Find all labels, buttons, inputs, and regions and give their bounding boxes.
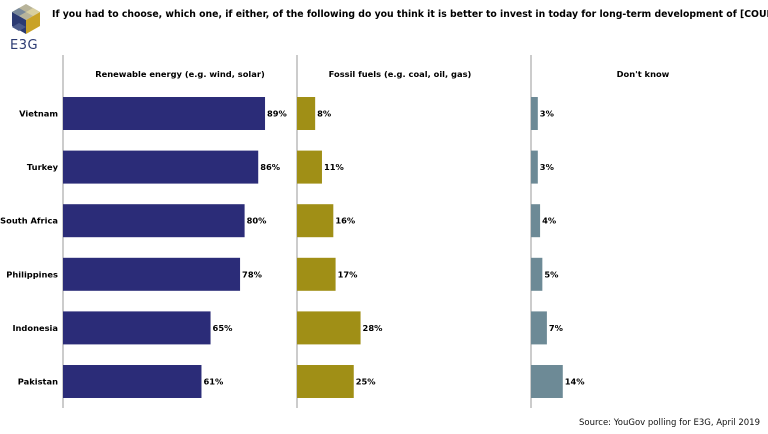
- bar: [63, 257, 241, 291]
- data-label: 89%: [267, 109, 288, 119]
- series-header: Renewable energy (e.g. wind, solar): [95, 69, 265, 79]
- bar: [297, 150, 322, 184]
- category-label: South Africa: [0, 216, 58, 226]
- category-label: Indonesia: [12, 323, 58, 333]
- category-label: Philippines: [6, 269, 58, 279]
- data-label: 16%: [335, 216, 356, 226]
- data-label: 7%: [549, 323, 564, 333]
- bar: [531, 150, 538, 184]
- bar: [531, 365, 563, 398]
- bar: [297, 257, 336, 291]
- data-label: 11%: [324, 162, 345, 172]
- series-header: Fossil fuels (e.g. coal, oil, gas): [329, 69, 472, 79]
- bar: [297, 311, 361, 345]
- data-label: 61%: [203, 377, 224, 387]
- data-label: 28%: [363, 323, 384, 333]
- category-label: Turkey: [27, 162, 59, 172]
- bar: [63, 150, 259, 184]
- data-label: 80%: [247, 216, 268, 226]
- e3g-logo: [6, 2, 46, 50]
- bar: [531, 97, 538, 130]
- bar: [531, 204, 541, 238]
- data-label: 3%: [540, 109, 555, 119]
- data-label: 3%: [540, 162, 555, 172]
- e3g-logo-icon: [12, 4, 40, 34]
- source-note: Source: YouGov polling for E3G, April 20…: [578, 418, 760, 428]
- bar: [297, 97, 316, 130]
- bar: [297, 365, 354, 398]
- data-label: 8%: [317, 109, 332, 119]
- data-label: 78%: [242, 269, 263, 279]
- bar: [297, 204, 334, 238]
- series-header: Don't know: [617, 69, 670, 79]
- data-label: 86%: [260, 162, 281, 172]
- logo-text: E3G: [10, 38, 39, 53]
- bar: [531, 257, 543, 291]
- category-label: Pakistan: [18, 377, 58, 387]
- bar: [63, 204, 245, 238]
- bar: [531, 311, 547, 345]
- bar: [63, 311, 211, 345]
- bar: [63, 97, 266, 130]
- data-label: 17%: [338, 269, 359, 279]
- bar: [63, 365, 202, 398]
- category-label: Vietnam: [19, 109, 58, 119]
- chart-title: If you had to choose, which one, if eith…: [52, 9, 768, 20]
- data-label: 4%: [542, 216, 557, 226]
- data-label: 25%: [356, 377, 377, 387]
- data-label: 5%: [544, 269, 559, 279]
- data-label: 14%: [565, 377, 586, 387]
- data-label: 65%: [213, 323, 234, 333]
